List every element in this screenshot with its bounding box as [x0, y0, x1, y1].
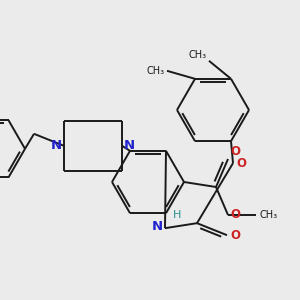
Text: N: N — [152, 220, 163, 233]
Text: O: O — [236, 157, 246, 170]
Text: CH₃: CH₃ — [189, 50, 207, 60]
Text: CH₃: CH₃ — [147, 66, 165, 76]
Text: CH₃: CH₃ — [259, 210, 277, 220]
Text: O: O — [230, 145, 240, 158]
Text: N: N — [124, 139, 135, 152]
Text: O: O — [230, 208, 240, 221]
Text: O: O — [230, 229, 240, 242]
Text: H: H — [173, 210, 182, 220]
Text: N: N — [51, 139, 62, 152]
